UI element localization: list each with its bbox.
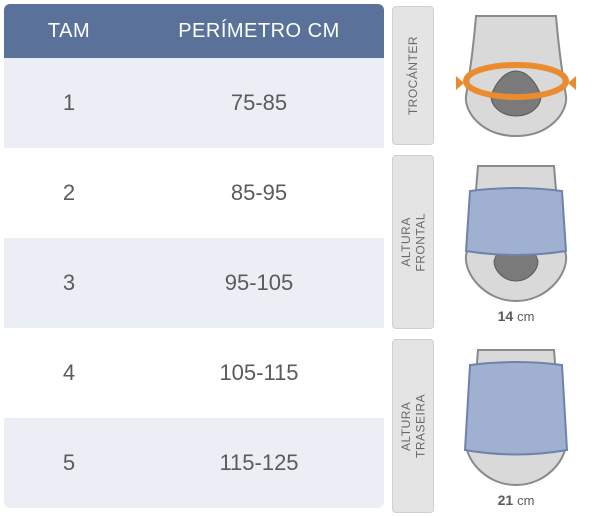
cell-tam: 3: [4, 238, 134, 328]
guide-label: ALTURA TRASEIRA: [392, 339, 434, 513]
guide-caption: 14 cm: [498, 308, 535, 324]
guide-label: TROCÁNTER: [392, 6, 434, 145]
table-row: 2 85-95: [4, 148, 384, 238]
caption-unit: cm: [517, 493, 534, 508]
cell-tam: 4: [4, 328, 134, 418]
cell-perimeter: 105-115: [134, 328, 384, 418]
cell-tam: 5: [4, 418, 134, 508]
table-row: 4 105-115: [4, 328, 384, 418]
cell-perimeter: 95-105: [134, 238, 384, 328]
guide-altura-traseira: ALTURA TRASEIRA 21 cm: [392, 339, 592, 513]
guide-label-text: ALTURA TRASEIRA: [399, 394, 428, 458]
guide-label-text: TROCÁNTER: [406, 36, 420, 115]
measurement-guide: TROCÁNTER ALTURA FRONTAL 14 cm: [392, 4, 592, 513]
guide-caption: 21 cm: [498, 492, 535, 508]
guide-graphic-trocanter: [440, 6, 592, 145]
cell-tam: 2: [4, 148, 134, 238]
cell-perimeter: 75-85: [134, 58, 384, 148]
guide-graphic-traseira: 21 cm: [440, 339, 592, 513]
caption-unit: cm: [517, 309, 534, 324]
caption-value: 14: [498, 308, 514, 324]
torso-frontal-icon: [456, 161, 576, 306]
guide-label: ALTURA FRONTAL: [392, 155, 434, 329]
header-perimeter: PERÍMETRO CM: [134, 4, 384, 58]
guide-graphic-frontal: 14 cm: [440, 155, 592, 329]
torso-back-icon: [456, 345, 576, 490]
guide-label-text: ALTURA FRONTAL: [399, 213, 428, 272]
table-row: 3 95-105: [4, 238, 384, 328]
torso-trocanter-icon: [456, 11, 576, 141]
guide-trocanter: TROCÁNTER: [392, 6, 592, 145]
table-row: 1 75-85: [4, 58, 384, 148]
size-table: TAM PERÍMETRO CM 1 75-85 2 85-95 3 95-10…: [4, 4, 384, 513]
header-tam: TAM: [4, 4, 134, 58]
cell-tam: 1: [4, 58, 134, 148]
table-row: 5 115-125: [4, 418, 384, 508]
table-header-row: TAM PERÍMETRO CM: [4, 4, 384, 58]
caption-value: 21: [498, 492, 514, 508]
guide-altura-frontal: ALTURA FRONTAL 14 cm: [392, 155, 592, 329]
cell-perimeter: 115-125: [134, 418, 384, 508]
cell-perimeter: 85-95: [134, 148, 384, 238]
